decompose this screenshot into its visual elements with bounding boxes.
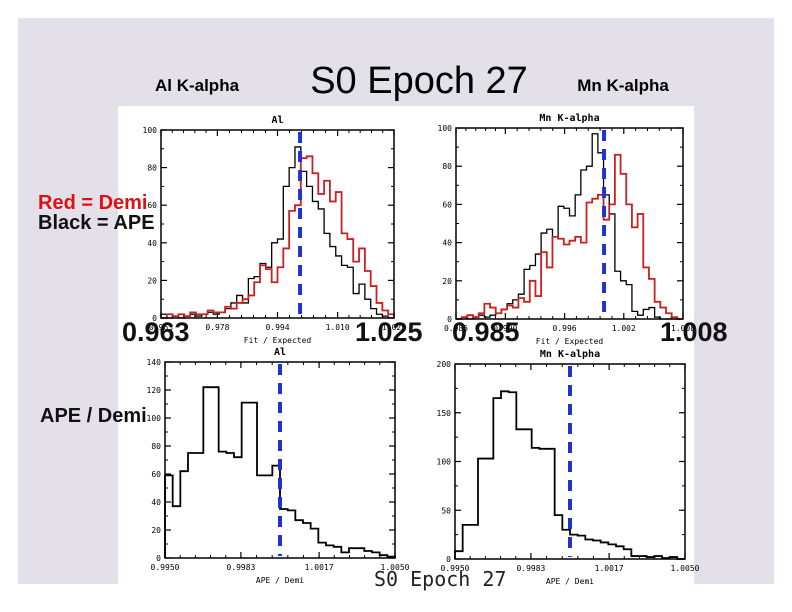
svg-text:0.990: 0.990 — [493, 324, 517, 333]
svg-text:60: 60 — [147, 201, 157, 210]
figure-panel — [118, 106, 694, 594]
slide-background: Al K-alpha S0 Epoch 27 Mn K-alpha Red = … — [18, 18, 774, 594]
svg-text:0.978: 0.978 — [205, 323, 229, 332]
svg-text:80: 80 — [147, 164, 157, 173]
svg-text:Fit / Expected: Fit / Expected — [244, 336, 312, 345]
legend-black-ape: Black = APE — [38, 212, 155, 234]
svg-text:150: 150 — [437, 409, 452, 418]
mn-xmin-callout: 0.985 — [452, 317, 520, 347]
slide-title: S0 Epoch 27 — [310, 60, 528, 102]
al-xmin-callout: 0.963 — [122, 317, 190, 347]
svg-text:100: 100 — [437, 458, 452, 467]
svg-text:100: 100 — [147, 414, 162, 423]
svg-text:60: 60 — [442, 200, 452, 209]
svg-text:100: 100 — [143, 126, 158, 135]
svg-text:80: 80 — [151, 442, 161, 451]
svg-text:1.008: 1.008 — [671, 324, 695, 333]
plot-mn-fit-histogram: 0.985 0.990 0.996 1.002 1.008020406080100Mn … — [438, 113, 696, 346]
svg-text:0.994: 0.994 — [265, 323, 289, 332]
svg-text:1.0017: 1.0017 — [305, 563, 334, 572]
svg-text:20: 20 — [147, 276, 157, 285]
svg-text:0: 0 — [446, 555, 451, 564]
svg-text:20: 20 — [151, 526, 161, 535]
svg-text:40: 40 — [442, 239, 452, 248]
ratio-row-label: APE / Demi — [40, 405, 147, 427]
svg-text:Al: Al — [271, 115, 283, 126]
svg-text:1.0050: 1.0050 — [671, 564, 700, 573]
svg-text:1.0017: 1.0017 — [595, 564, 624, 573]
svg-text:Fit / Expected: Fit / Expected — [536, 337, 604, 346]
svg-text:0.9950: 0.9950 — [151, 563, 180, 572]
svg-text:0.9983: 0.9983 — [226, 563, 255, 572]
svg-text:1.0050: 1.0050 — [381, 563, 410, 572]
svg-text:0.996: 0.996 — [553, 324, 577, 333]
header-right-label: Mn K-alpha — [577, 76, 669, 95]
svg-text:1.010: 1.010 — [326, 323, 350, 332]
svg-text:1.002: 1.002 — [612, 324, 636, 333]
svg-text:50: 50 — [441, 506, 451, 515]
svg-text:80: 80 — [442, 162, 452, 171]
svg-text:0.9950: 0.9950 — [441, 564, 470, 573]
figure-caption: S0 Epoch 27 — [374, 567, 507, 591]
svg-text:40: 40 — [151, 498, 161, 507]
al-xmax-callout: 1.025 — [355, 317, 423, 347]
svg-text:0.985: 0.985 — [444, 324, 468, 333]
svg-text:100: 100 — [438, 124, 453, 133]
svg-text:Mn K-alpha: Mn K-alpha — [539, 113, 599, 124]
svg-text:Mn K-alpha: Mn K-alpha — [540, 349, 600, 360]
svg-text:APE / Demi: APE / Demi — [546, 577, 594, 586]
svg-text:40: 40 — [147, 239, 157, 248]
svg-text:0.9983: 0.9983 — [516, 564, 545, 573]
svg-text:140: 140 — [147, 358, 162, 367]
plot-al-fit-histogram: 0.963 0.978 0.994 1.010 1.025 0 20 40 60 80 100 Al F… — [143, 115, 407, 345]
svg-text:APE / Demi: APE / Demi — [256, 576, 304, 585]
svg-text:60: 60 — [151, 470, 161, 479]
plot-al-ratio-histogram: 0.9950 0.9983 1.0017 1.0050 0 20 40 60 80 100 120 1… — [147, 347, 410, 585]
mn-xmax-callout: 1.008 — [660, 317, 728, 347]
header-left-label: Al K-alpha — [154, 76, 240, 95]
svg-text:Al: Al — [274, 347, 286, 358]
svg-text:0: 0 — [156, 554, 161, 563]
svg-text:20: 20 — [442, 277, 452, 286]
plot-mn-ratio-histogram: 0.9950 0.9983 1.0017 1.0050 0 50 100 150 200 Mn K… — [437, 349, 700, 586]
legend-red-demi: Red = Demi — [38, 192, 148, 214]
svg-text:200: 200 — [437, 360, 452, 369]
svg-text:1.025: 1.025 — [382, 323, 406, 332]
svg-text:0: 0 — [447, 315, 452, 324]
svg-text:0: 0 — [152, 314, 157, 323]
svg-text:120: 120 — [147, 386, 162, 395]
svg-text:0.963: 0.963 — [149, 323, 173, 332]
